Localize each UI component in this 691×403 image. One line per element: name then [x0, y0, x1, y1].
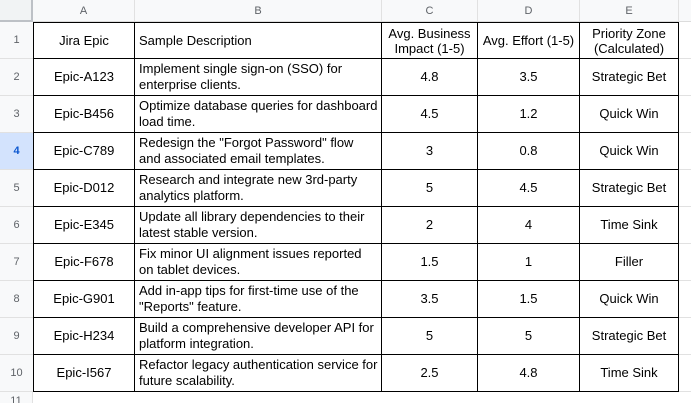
table-row: 4 Epic-C789 Redesign the "Forgot Passwor…: [0, 133, 691, 170]
column-header-partial[interactable]: [679, 0, 691, 22]
zone-cell[interactable]: Strategic Bet: [580, 318, 679, 355]
impact-cell[interactable]: 5: [382, 318, 478, 355]
epic-cell[interactable]: Epic-B456: [33, 96, 135, 133]
empty-cell[interactable]: [679, 170, 691, 207]
table-header-row: 1 Jira Epic Sample Description Avg. Busi…: [0, 22, 691, 59]
effort-cell[interactable]: 4.5: [478, 170, 580, 207]
epic-cell[interactable]: Epic-D012: [33, 170, 135, 207]
empty-cell[interactable]: [679, 318, 691, 355]
zone-cell[interactable]: Quick Win: [580, 133, 679, 170]
header-cell-impact[interactable]: Avg. Business Impact (1-5): [382, 22, 478, 59]
header-cell-description[interactable]: Sample Description: [135, 22, 382, 59]
description-cell[interactable]: Add in-app tips for first-time use of th…: [135, 281, 382, 318]
epic-cell[interactable]: Epic-F678: [33, 244, 135, 281]
impact-cell[interactable]: 2: [382, 207, 478, 244]
effort-cell[interactable]: 4.8: [478, 355, 580, 392]
epic-cell[interactable]: Epic-C789: [33, 133, 135, 170]
impact-cell[interactable]: 5: [382, 170, 478, 207]
description-cell[interactable]: Implement single sign-on (SSO) for enter…: [135, 59, 382, 96]
impact-cell[interactable]: 2.5: [382, 355, 478, 392]
header-cell-effort[interactable]: Avg. Effort (1-5): [478, 22, 580, 59]
impact-cell[interactable]: 3.5: [382, 281, 478, 318]
empty-cell[interactable]: [679, 59, 691, 96]
effort-cell[interactable]: 1: [478, 244, 580, 281]
zone-cell[interactable]: Time Sink: [580, 207, 679, 244]
row-number-1[interactable]: 1: [0, 22, 33, 59]
table-row: 6 Epic-E345 Update all library dependenc…: [0, 207, 691, 244]
select-all-corner[interactable]: [0, 0, 33, 22]
epic-cell[interactable]: Epic-H234: [33, 318, 135, 355]
zone-cell[interactable]: Quick Win: [580, 96, 679, 133]
partial-row-11: 11: [0, 392, 691, 403]
header-cell-epic[interactable]: Jira Epic: [33, 22, 135, 59]
zone-cell[interactable]: Filler: [580, 244, 679, 281]
impact-cell[interactable]: 3: [382, 133, 478, 170]
empty-cell[interactable]: [679, 244, 691, 281]
zone-cell[interactable]: Strategic Bet: [580, 59, 679, 96]
row-number[interactable]: 7: [0, 244, 33, 281]
row-number[interactable]: 2: [0, 59, 33, 96]
row-number[interactable]: 8: [0, 281, 33, 318]
description-cell[interactable]: Research and integrate new 3rd-party ana…: [135, 170, 382, 207]
description-cell[interactable]: Update all library dependencies to their…: [135, 207, 382, 244]
effort-cell[interactable]: 1.2: [478, 96, 580, 133]
row-number[interactable]: 4: [0, 133, 33, 170]
description-cell[interactable]: Refactor legacy authentication service f…: [135, 355, 382, 392]
epic-cell[interactable]: Epic-E345: [33, 207, 135, 244]
empty-cell[interactable]: [679, 207, 691, 244]
row-number[interactable]: 3: [0, 96, 33, 133]
effort-cell[interactable]: 3.5: [478, 59, 580, 96]
header-cell-zone[interactable]: Priority Zone (Calculated): [580, 22, 679, 59]
zone-cell[interactable]: Quick Win: [580, 281, 679, 318]
description-cell[interactable]: Optimize database queries for dashboard …: [135, 96, 382, 133]
row-number-11[interactable]: 11: [0, 392, 33, 403]
table-row: 9 Epic-H234 Build a comprehensive develo…: [0, 318, 691, 355]
description-cell[interactable]: Fix minor UI alignment issues reported o…: [135, 244, 382, 281]
table-row: 7 Epic-F678 Fix minor UI alignment issue…: [0, 244, 691, 281]
epic-cell[interactable]: Epic-A123: [33, 59, 135, 96]
table-row: 10 Epic-I567 Refactor legacy authenticat…: [0, 355, 691, 392]
column-header-d[interactable]: D: [478, 0, 580, 22]
epic-cell[interactable]: Epic-I567: [33, 355, 135, 392]
effort-cell[interactable]: 5: [478, 318, 580, 355]
table-row: 3 Epic-B456 Optimize database queries fo…: [0, 96, 691, 133]
table-body: 2 Epic-A123 Implement single sign-on (SS…: [0, 59, 691, 392]
zone-cell[interactable]: Strategic Bet: [580, 170, 679, 207]
row-number[interactable]: 5: [0, 170, 33, 207]
empty-cell[interactable]: [679, 22, 691, 59]
row-number[interactable]: 10: [0, 355, 33, 392]
column-header-b[interactable]: B: [135, 0, 382, 22]
row-number[interactable]: 9: [0, 318, 33, 355]
impact-cell[interactable]: 4.5: [382, 96, 478, 133]
column-header-c[interactable]: C: [382, 0, 478, 22]
column-header-a[interactable]: A: [33, 0, 135, 22]
zone-cell[interactable]: Time Sink: [580, 355, 679, 392]
epic-cell[interactable]: Epic-G901: [33, 281, 135, 318]
table-row: 5 Epic-D012 Research and integrate new 3…: [0, 170, 691, 207]
description-cell[interactable]: Build a comprehensive developer API for …: [135, 318, 382, 355]
empty-cell[interactable]: [679, 96, 691, 133]
description-cell[interactable]: Redesign the "Forgot Password" flow and …: [135, 133, 382, 170]
empty-cell[interactable]: [679, 133, 691, 170]
effort-cell[interactable]: 1.5: [478, 281, 580, 318]
row-number[interactable]: 6: [0, 207, 33, 244]
effort-cell[interactable]: 4: [478, 207, 580, 244]
impact-cell[interactable]: 1.5: [382, 244, 478, 281]
effort-cell[interactable]: 0.8: [478, 133, 580, 170]
column-header-e[interactable]: E: [580, 0, 679, 22]
empty-cell[interactable]: [679, 281, 691, 318]
column-header-row: A B C D E: [0, 0, 691, 22]
table-row: 2 Epic-A123 Implement single sign-on (SS…: [0, 59, 691, 96]
empty-cell[interactable]: [679, 355, 691, 392]
impact-cell[interactable]: 4.8: [382, 59, 478, 96]
table-row: 8 Epic-G901 Add in-app tips for first-ti…: [0, 281, 691, 318]
